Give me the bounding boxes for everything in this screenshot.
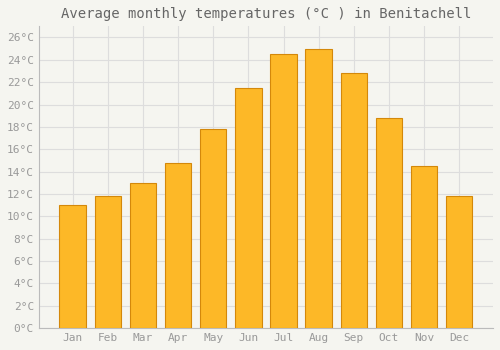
Bar — [200, 129, 226, 328]
Title: Average monthly temperatures (°C ) in Benitachell: Average monthly temperatures (°C ) in Be… — [60, 7, 471, 21]
Bar — [340, 73, 367, 328]
Bar — [306, 49, 332, 328]
Bar — [130, 183, 156, 328]
Bar — [235, 88, 262, 328]
Bar — [411, 166, 438, 328]
Bar — [376, 118, 402, 328]
Bar — [446, 196, 472, 328]
Bar — [165, 163, 191, 328]
Bar — [94, 196, 121, 328]
Bar — [60, 205, 86, 328]
Bar — [270, 54, 296, 328]
